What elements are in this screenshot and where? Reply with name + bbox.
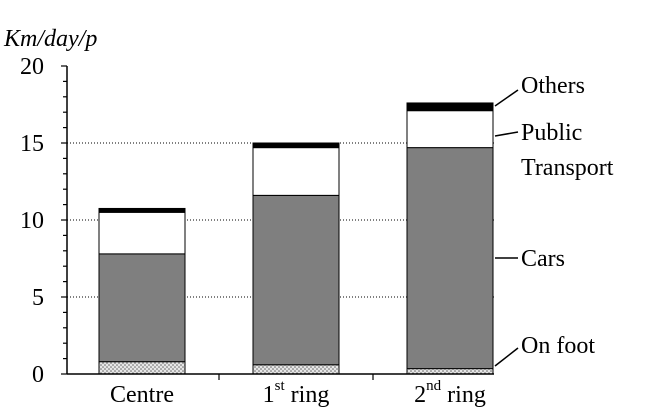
y-axis-label: Km/day/p	[3, 26, 97, 52]
bar-segment-others	[252, 142, 340, 149]
legend: Others Public Transport Cars On foot	[494, 73, 614, 367]
bar-segment-on-foot	[406, 368, 494, 375]
axes	[61, 65, 494, 380]
bar-segment-on-foot	[252, 364, 340, 375]
bar-segment-others	[406, 102, 494, 112]
legend-label-others: Others	[521, 73, 585, 99]
leader-public-transport	[494, 131, 519, 137]
bar-segment-public-transport	[252, 147, 340, 196]
bar-segment-public-transport	[406, 110, 494, 149]
bar-segment-others	[98, 207, 186, 213]
y-tick-label: 0	[32, 362, 44, 388]
bar-segment-public-transport	[98, 211, 186, 255]
legend-label-on-foot: On foot	[521, 333, 595, 359]
legend-label-public: Public	[521, 120, 582, 146]
bar-segment-on-foot	[98, 361, 186, 375]
x-tick-label: 2nd ring	[414, 378, 486, 408]
bar-segment-cars	[252, 194, 340, 366]
x-tick-label: 1st ring	[263, 378, 330, 408]
bars	[98, 102, 494, 375]
y-tick-label: 20	[20, 54, 44, 80]
leader-on-foot	[494, 347, 519, 367]
legend-label-transport: Transport	[521, 155, 614, 181]
y-tick-label: 10	[20, 208, 44, 234]
bar-segment-cars	[406, 147, 494, 370]
x-tick-label: Centre	[110, 382, 174, 408]
legend-label-cars: Cars	[521, 246, 565, 272]
y-tick-labels: 0 5 10 15 20	[20, 54, 44, 388]
leader-others	[494, 89, 519, 107]
bar-segment-cars	[98, 253, 186, 363]
y-tick-label: 5	[32, 285, 44, 311]
x-category-labels: Centre 1st ring 2nd ring	[110, 378, 486, 408]
y-tick-label: 15	[20, 131, 44, 157]
